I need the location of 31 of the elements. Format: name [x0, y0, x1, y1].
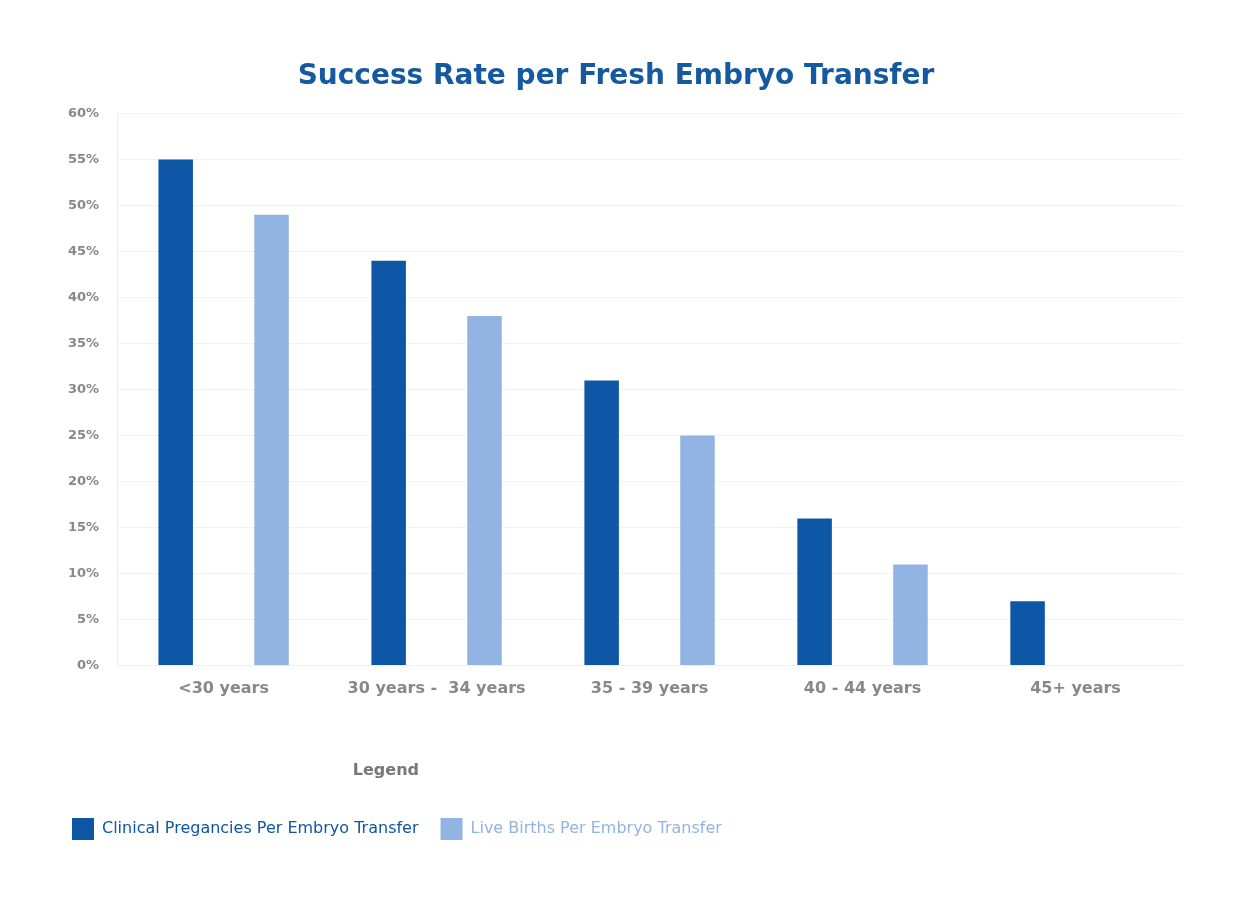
y-tick-label: 15% — [67, 518, 100, 534]
y-tick-label: 0% — [77, 656, 100, 672]
x-tick-label: 40 - 44 years — [803, 678, 922, 698]
bar — [158, 159, 193, 666]
y-tick-label: 60% — [67, 104, 100, 120]
y-tick-label: 40% — [67, 288, 100, 304]
y-tick-label: 45% — [67, 242, 100, 258]
x-tick-label: 35 - 39 years — [590, 678, 709, 698]
x-tick-label: 45+ years — [1030, 678, 1121, 698]
y-tick-label: 10% — [67, 564, 100, 580]
y-tick-label: 55% — [67, 150, 100, 166]
legend-label: Live Births Per Embryo Transfer — [470, 818, 723, 838]
legend-label: Clinical Pregancies Per Embryo Transfer — [102, 818, 419, 838]
y-tick-label: 30% — [67, 380, 100, 396]
bar — [893, 564, 928, 666]
y-tick-label: 35% — [67, 334, 100, 350]
bar — [371, 260, 406, 666]
bar — [584, 380, 619, 666]
y-tick-label: 25% — [67, 426, 100, 442]
chart-title: Success Rate per Fresh Embryo Transfer — [297, 58, 935, 92]
bar — [680, 435, 715, 666]
bar — [797, 518, 832, 666]
y-tick-label: 50% — [67, 196, 100, 212]
bar — [1010, 601, 1045, 666]
y-tick-label: 20% — [67, 472, 100, 488]
bar — [254, 214, 289, 666]
x-tick-label: <30 years — [178, 678, 269, 698]
y-tick-label: 5% — [77, 610, 100, 626]
bar — [467, 316, 502, 666]
x-tick-label: 30 years - 34 years — [347, 678, 526, 698]
legend-title: Legend — [352, 759, 420, 779]
